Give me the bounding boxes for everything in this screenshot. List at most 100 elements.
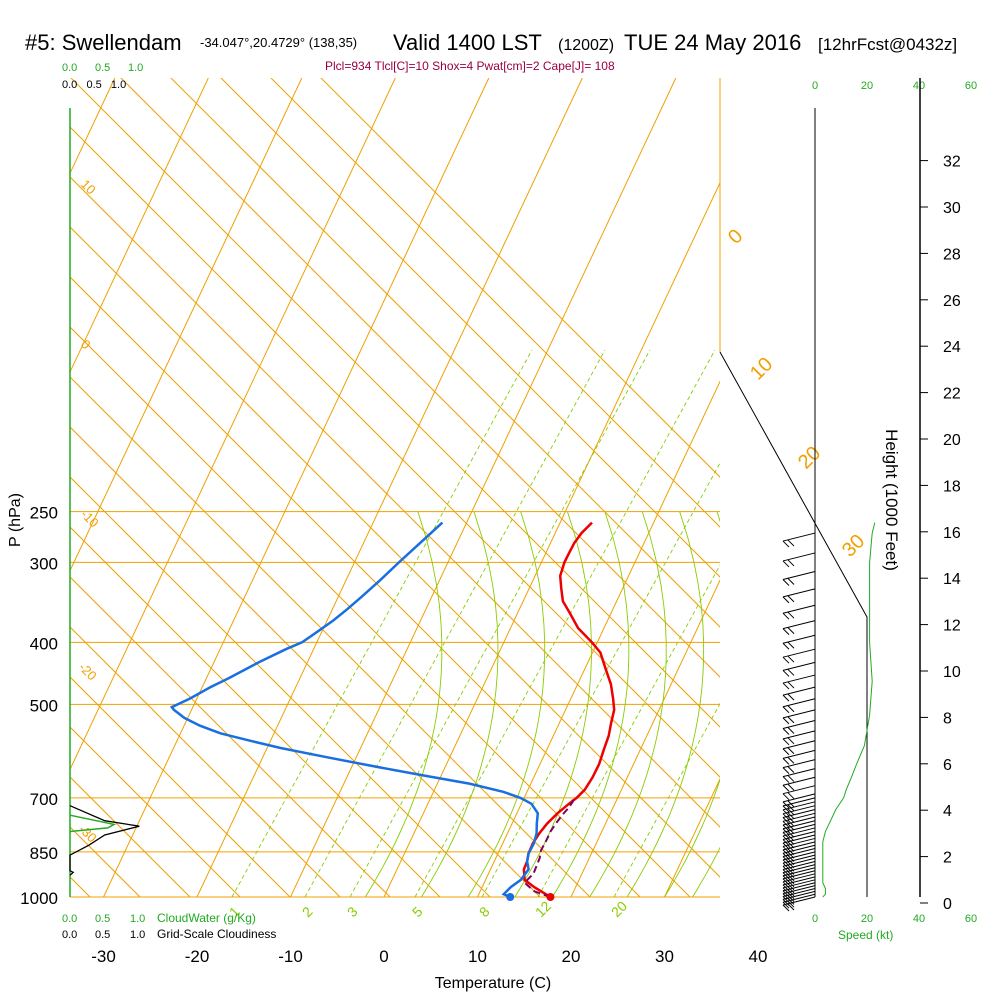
wind-barb (782, 588, 816, 598)
pressure-tick-label: 400 (30, 634, 58, 653)
wind-speed-tick-bottom: 0 (812, 913, 818, 925)
dry-adiabat-line (70, 526, 441, 897)
isotherm-line (70, 78, 303, 572)
wind-barb-flag (787, 886, 795, 894)
cloudiness-label: Grid-Scale Cloudiness (157, 927, 276, 941)
wind-barb-flag (787, 693, 795, 701)
wind-barb-flag (787, 883, 795, 891)
temperature-tick-label: 40 (749, 947, 768, 966)
dry-adiabat-label: 10 (78, 177, 99, 198)
wind-barb-flag (787, 775, 795, 782)
wind-barb-flag (787, 737, 795, 745)
pressure-tick-label: 850 (30, 844, 58, 863)
height-tick-label: 32 (943, 154, 961, 171)
y-axis-title: P (hPa) (7, 493, 24, 547)
wind-barb-flag (787, 783, 795, 791)
wind-barb (782, 801, 816, 811)
wind-barb-flag (787, 756, 795, 764)
cloud-bottom-tick: 0.5 (95, 929, 110, 941)
wind-barb-flag (782, 560, 790, 568)
height-tick-label: 30 (943, 200, 961, 217)
mixing-ratio-label: 3 (344, 903, 361, 920)
wind-barb-flag (787, 792, 795, 800)
cloud-top-tick: 0.0 (62, 62, 77, 74)
wind-barb-flag (787, 900, 795, 908)
height-tick-label: 28 (943, 246, 961, 263)
wind-barb (782, 634, 816, 644)
mixing-ratio-label: 2 (299, 903, 316, 920)
height-tick-label: 10 (943, 664, 961, 681)
height-tick-label: 12 (943, 618, 961, 635)
wind-envelope-line (719, 351, 868, 897)
wind-barb-flag (787, 898, 795, 905)
height-tick-label: 24 (943, 339, 961, 356)
cloud-top-ticks-black: 0.0 0.5 1.0 (62, 79, 126, 91)
isotherm-line (196, 78, 583, 897)
dry-adiabat-line (0, 77, 40, 897)
moist-adiabat-line (421, 511, 499, 897)
wind-barb (782, 552, 816, 562)
temperature-tick-label: -20 (185, 947, 210, 966)
isotherm-line (70, 78, 209, 374)
forecast-info: [12hrFcst@0432z] (818, 35, 957, 54)
cloudwater-label: CloudWater (g/Kg) (157, 911, 256, 925)
isotherm-line (570, 579, 720, 897)
dry-adiabat-line (70, 876, 91, 897)
cloud-panel (69, 108, 140, 897)
station-coords: -34.047°,20.4729° (138,35) (200, 35, 357, 50)
height-tick-label: 6 (943, 757, 952, 774)
temperature-tick-label: -10 (278, 947, 303, 966)
cloud-top-tick: 0.5 (95, 62, 110, 74)
dry-adiabat-line (70, 126, 720, 778)
wind-barb-flag (787, 716, 795, 724)
moist-adiabat-line (551, 511, 630, 897)
height-tick-label: 20 (943, 432, 961, 449)
cloud-top-ticks-green: 0.0 0.5 1.0 (62, 62, 143, 74)
grid-lines (0, 77, 720, 897)
wind-barb-flag (787, 705, 795, 713)
wind-barb-flag (782, 670, 790, 677)
cloudiness-profile (69, 805, 140, 876)
temperature-tick-label: 0 (379, 947, 388, 966)
mixing-ratio-line (349, 349, 651, 897)
wind-speed-tick-bottom: 40 (913, 913, 925, 925)
dry-adiabat-label: 10 (746, 353, 777, 384)
wind-barb-flag (787, 641, 795, 649)
dry-adiabat-line (120, 78, 720, 678)
wind-barb-flag (782, 904, 790, 912)
wind-barb-flag (782, 776, 790, 783)
pressure-tick-label: 1000 (20, 889, 58, 908)
height-axis-title: Height (1000 Feet) (882, 429, 901, 571)
temperature-tick-label: 10 (468, 947, 487, 966)
height-tick-label: 22 (943, 386, 961, 403)
cloud-bottom-tick: 0.0 (62, 913, 77, 925)
cloudwater-profile (69, 814, 117, 833)
wind-barb-flag (787, 889, 795, 897)
mixing-ratio-label: 20 (608, 898, 630, 920)
wind-barb-flag (782, 738, 790, 746)
moist-adiabat-line (692, 846, 720, 897)
wind-barb-flag (782, 612, 790, 620)
dry-adiabat-label: 0 (724, 225, 747, 248)
wind-barb-flag (782, 642, 790, 650)
mixing-ratio-line (231, 349, 533, 897)
stability-indices: Plcl=934 Tlcl[C]=10 Shox=4 Pwat[cm]=2 Ca… (325, 59, 615, 73)
wind-barb (782, 720, 816, 730)
sounding-profiles (169, 521, 616, 901)
isotherm-line (0, 78, 21, 897)
wind-barb-flag (787, 611, 795, 619)
dry-adiabat-label: 20 (794, 442, 825, 473)
moist-adiabat-line (364, 511, 443, 897)
cloud-bottom-tick: 0.5 (95, 913, 110, 925)
wind-barb (782, 674, 816, 684)
wind-speed-tick-top: 60 (965, 80, 977, 92)
wind-barb-flag (787, 895, 795, 902)
wind-barb-flag (787, 539, 795, 547)
wind-barb-flag (782, 748, 790, 756)
wind-speed-axis-title: Speed (kt) (838, 928, 893, 942)
wind-barb (782, 532, 816, 542)
isotherm-line (383, 181, 720, 897)
height-tick-label: 16 (943, 525, 961, 542)
